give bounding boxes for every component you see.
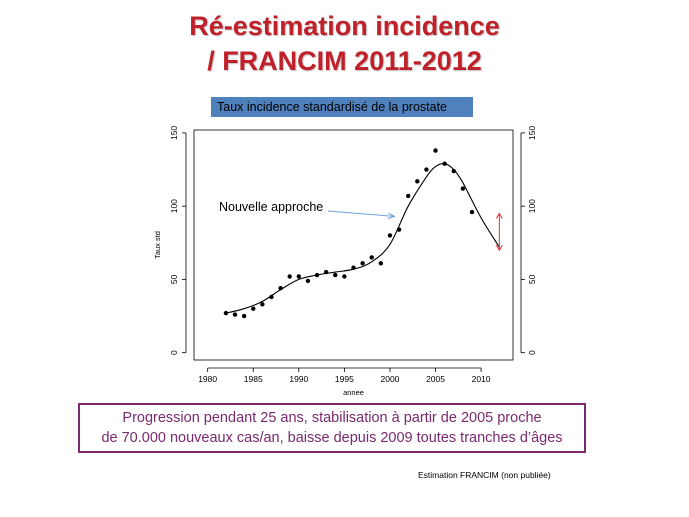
y-tick-label-right: 100: [527, 199, 537, 213]
data-point: [333, 272, 338, 278]
annotation-layer: Nouvelle approche: [219, 200, 503, 252]
data-point: [405, 193, 411, 199]
y-tick-label-left: 150: [169, 126, 179, 140]
data-point: [287, 274, 292, 279]
data-point: [305, 278, 311, 284]
y-tick-label-right: 50: [527, 274, 537, 284]
x-tick-label: 1985: [244, 374, 263, 384]
summary-line-1: Progression pendant 25 ans, stabilisatio…: [122, 410, 542, 426]
y-axis-label: Taux std: [153, 231, 162, 259]
x-axis-label: annee: [343, 388, 364, 397]
data-point: [460, 186, 466, 191]
x-tick-label: 1990: [289, 374, 308, 384]
x-tick-label: 2010: [472, 374, 491, 384]
x-tick-label: 2000: [380, 374, 399, 384]
x-tick-label: 2005: [426, 374, 445, 384]
range-arrow-head-top: [495, 212, 503, 219]
data-point: [424, 167, 429, 172]
chart-banner: Taux incidence standardisé de la prostat…: [211, 97, 473, 117]
data-point: [241, 313, 247, 319]
x-tick-label: 1980: [198, 374, 217, 384]
data-point: [232, 312, 238, 317]
summary-box: Progression pendant 25 ans, stabilisatio…: [78, 403, 586, 453]
y-tick-label-left: 0: [169, 350, 179, 355]
data-point: [433, 148, 438, 153]
data-point: [360, 261, 365, 266]
data-point: [396, 227, 402, 232]
x-tick-label: 1995: [335, 374, 354, 384]
chart-axes: 1980 1985 1990 1995 2000 2005 2010 annee 0 50 100 1…: [153, 126, 537, 397]
data-point: [342, 274, 347, 279]
slide-title-line-1: Ré-estimation incidence: [189, 11, 500, 41]
data-point: [223, 310, 229, 316]
annotation-arrow-line: [327, 210, 395, 217]
data-point: [314, 272, 320, 278]
data-points-layer: [223, 148, 475, 319]
annotation-arrow-head: [387, 212, 396, 220]
fitted-curve-layer: [225, 163, 500, 314]
y-tick-label-left: 100: [169, 199, 179, 213]
data-point: [415, 179, 420, 184]
data-point: [260, 302, 265, 307]
y-tick-label-right: 150: [527, 126, 537, 140]
source-note: Estimation FRANCIM (non publiée): [418, 470, 551, 480]
data-point: [323, 269, 329, 275]
summary-line-2: de 70.000 nouveaux cas/an, baisse depuis…: [101, 430, 563, 446]
range-arrow-head-bottom: [495, 244, 503, 252]
data-point: [387, 233, 393, 238]
data-point: [269, 294, 274, 300]
data-point: [451, 168, 456, 174]
data-point: [442, 161, 447, 166]
annotation-label: Nouvelle approche: [219, 200, 323, 214]
fitted-curve: [225, 163, 500, 314]
data-point: [296, 274, 302, 279]
data-point: [369, 255, 374, 260]
plot-frame: [193, 129, 514, 361]
chart-area: 1980 1985 1990 1995 2000 2005 2010 annee 0 50 100 1…: [153, 126, 537, 397]
data-point: [251, 306, 256, 311]
data-point: [378, 261, 384, 266]
data-point: [351, 265, 356, 270]
data-point: [469, 209, 475, 215]
data-point: [278, 286, 283, 291]
slide-title-line-2: / FRANCIM 2011-2012: [207, 46, 482, 76]
y-tick-label-left: 50: [169, 274, 179, 284]
y-tick-label-right: 0: [527, 350, 537, 355]
